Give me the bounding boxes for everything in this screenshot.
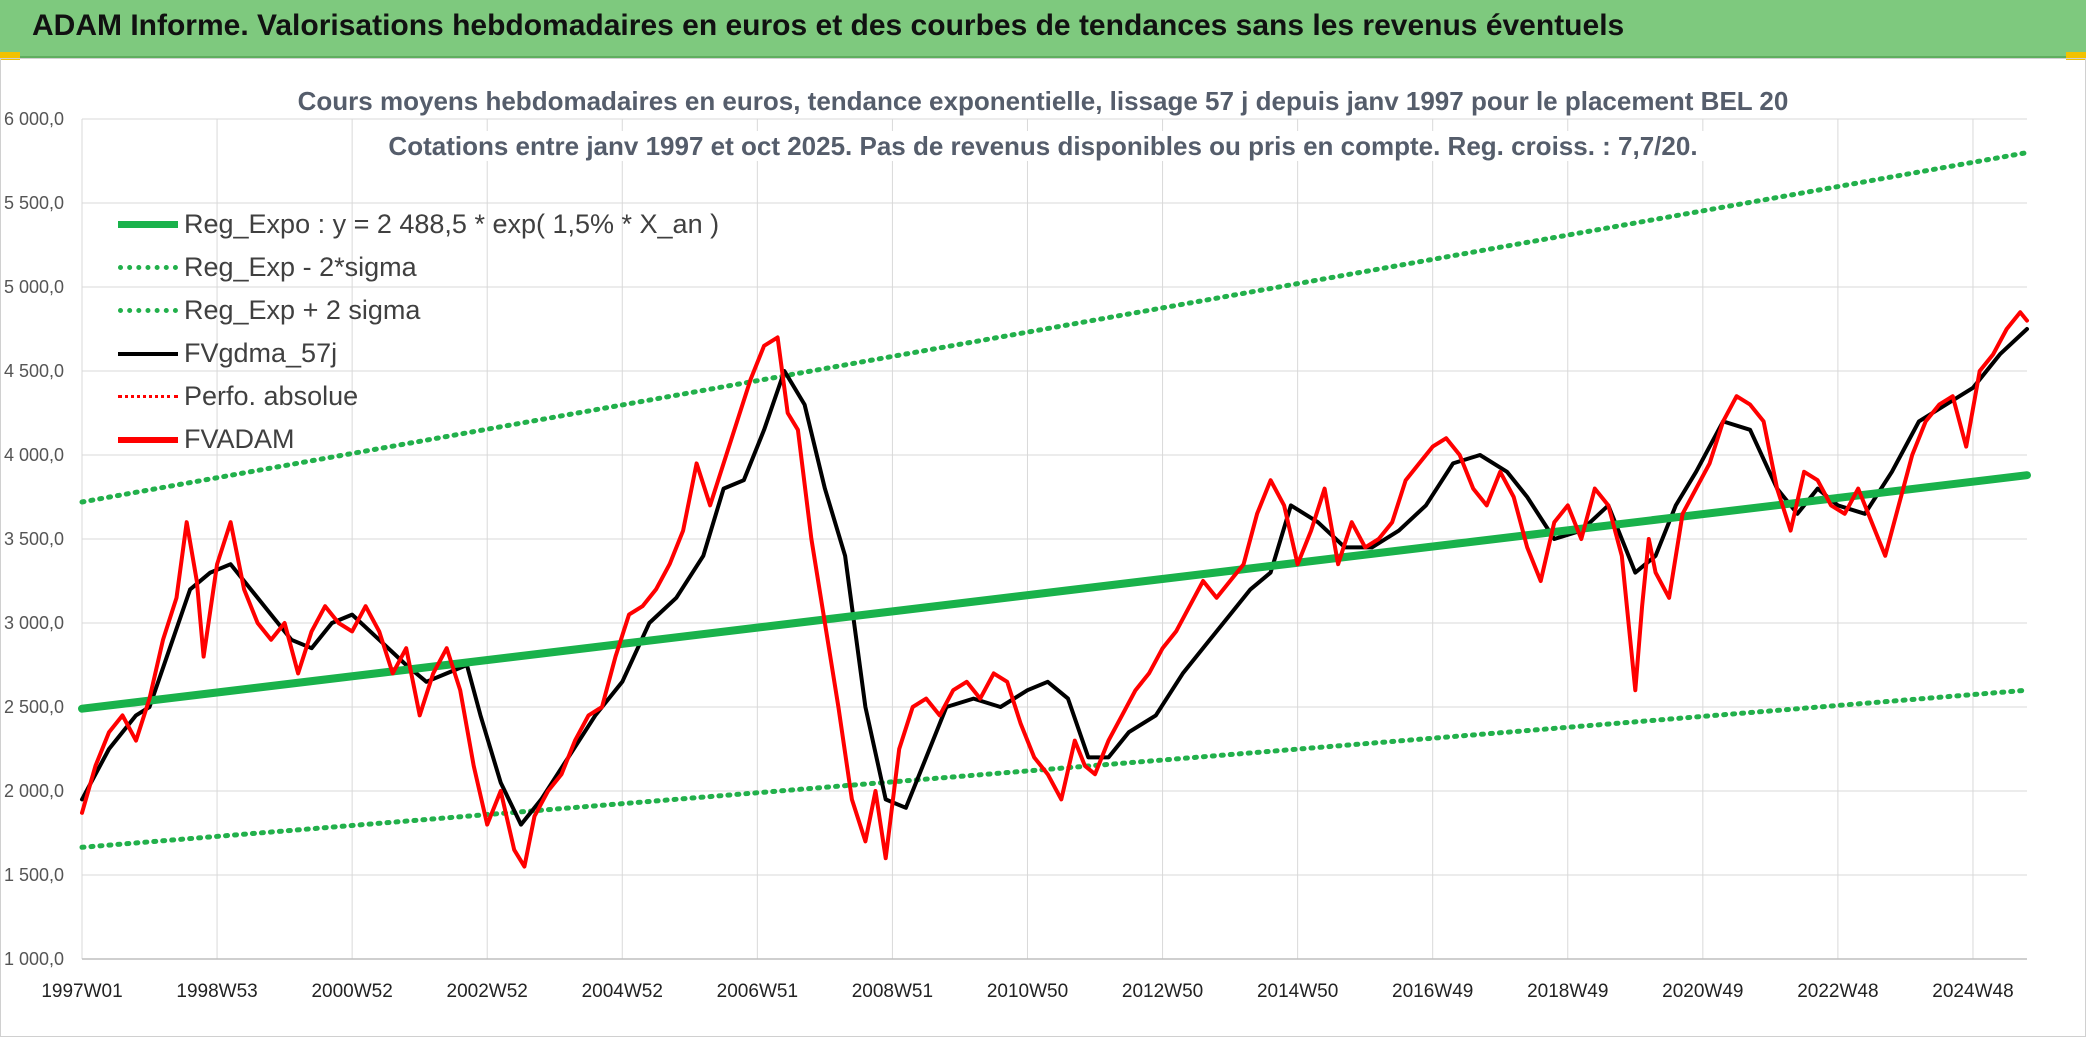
y-tick-label: 4 000,0	[4, 445, 64, 465]
legend-label: FVgdma_57j	[184, 338, 338, 368]
legend-item-reg-exp-minus: Reg_Exp - 2*sigma	[118, 246, 719, 289]
x-tick-label: 2004W52	[582, 981, 663, 1002]
chart-subtitle: Cotations entre janv 1997 et oct 2025. P…	[0, 131, 2086, 162]
x-tick-label: 2014W50	[1257, 981, 1338, 1002]
x-tick-label: 2018W49	[1527, 981, 1608, 1002]
corner-mark-right	[2066, 52, 2086, 60]
chart-subtitle-text: Cotations entre janv 1997 et oct 2025. P…	[378, 131, 1708, 161]
legend-key-reg-expo	[118, 221, 178, 228]
y-tick-label: 4 500,0	[4, 361, 64, 381]
x-tick-label: 2000W52	[311, 981, 392, 1002]
legend-key-reg-exp-plus	[118, 308, 178, 313]
x-tick-label: 2016W49	[1392, 981, 1473, 1002]
legend-item-reg-exp-plus: Reg_Exp + 2 sigma	[118, 289, 719, 332]
x-tick-label: 2006W51	[717, 981, 798, 1002]
x-tick-label: 2022W48	[1797, 981, 1878, 1002]
y-tick-label: 1 000,0	[4, 949, 64, 969]
y-tick-label: 6 000,0	[4, 109, 64, 129]
x-tick-label: 2010W50	[987, 981, 1068, 1002]
x-tick-label: 2002W52	[447, 981, 528, 1002]
legend-key-reg-exp-minus	[118, 265, 178, 270]
x-tick-label: 1998W53	[176, 981, 257, 1002]
legend-item-fvadam: FVADAM	[118, 418, 719, 461]
legend-label: Reg_Expo : y = 2 488,5 * exp( 1,5% * X_a…	[184, 209, 720, 239]
y-tick-label: 3 500,0	[4, 529, 64, 549]
x-tick-label: 1997W01	[41, 981, 122, 1002]
legend-item-fvgdma: FVgdma_57j	[118, 332, 719, 375]
y-tick-label: 3 000,0	[4, 613, 64, 633]
y-tick-label: 2 000,0	[4, 781, 64, 801]
chart-title: Cours moyens hebdomadaires en euros, ten…	[0, 86, 2086, 117]
x-tick-label: 2020W49	[1662, 981, 1743, 1002]
y-tick-label: 2 500,0	[4, 697, 64, 717]
series-fvadam-line	[80, 310, 2029, 869]
header-banner: ADAM Informe. Valorisations hebdomadaire…	[0, 0, 2086, 58]
x-tick-label: 2012W50	[1122, 981, 1203, 1002]
y-tick-label: 5 500,0	[4, 193, 64, 213]
corner-mark-left	[0, 52, 20, 60]
legend-item-perfo: Perfo. absolue	[118, 375, 719, 418]
y-tick-label: 1 500,0	[4, 865, 64, 885]
legend-key-perfo	[118, 395, 178, 398]
series-reg-expo-line	[78, 471, 2031, 713]
series-reg-exp-plus-line	[79, 150, 2030, 505]
x-tick-label: 2008W51	[852, 981, 933, 1002]
chart-legend: Reg_Expo : y = 2 488,5 * exp( 1,5% * X_a…	[118, 203, 719, 461]
legend-key-fvadam	[118, 436, 178, 443]
legend-key-fvgdma	[118, 351, 178, 356]
series-fvgdma-line	[80, 327, 2029, 827]
chart-title-text: Cours moyens hebdomadaires en euros, ten…	[287, 86, 1799, 116]
y-tick-label: 5 000,0	[4, 277, 64, 297]
page-title: ADAM Informe. Valorisations hebdomadaire…	[32, 9, 1625, 42]
legend-item-reg-expo: Reg_Expo : y = 2 488,5 * exp( 1,5% * X_a…	[118, 203, 719, 246]
legend-label: Perfo. absolue	[184, 381, 359, 411]
legend-label: FVADAM	[184, 424, 295, 454]
x-tick-label: 2024W48	[1932, 981, 2013, 1002]
legend-label: Reg_Exp - 2*sigma	[184, 252, 417, 282]
series-reg-exp-minus-line	[79, 687, 2030, 850]
legend-label: Reg_Exp + 2 sigma	[184, 295, 421, 325]
